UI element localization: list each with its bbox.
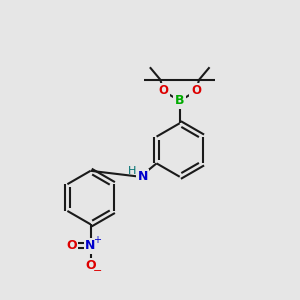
Text: H: H xyxy=(128,167,136,176)
Text: −: − xyxy=(92,266,102,276)
Text: O: O xyxy=(158,84,168,98)
Text: N: N xyxy=(137,170,148,183)
Text: B: B xyxy=(175,94,184,107)
Text: O: O xyxy=(66,239,76,252)
Text: O: O xyxy=(191,84,201,98)
Text: +: + xyxy=(93,236,101,245)
Text: O: O xyxy=(85,260,96,272)
Text: N: N xyxy=(85,239,96,252)
